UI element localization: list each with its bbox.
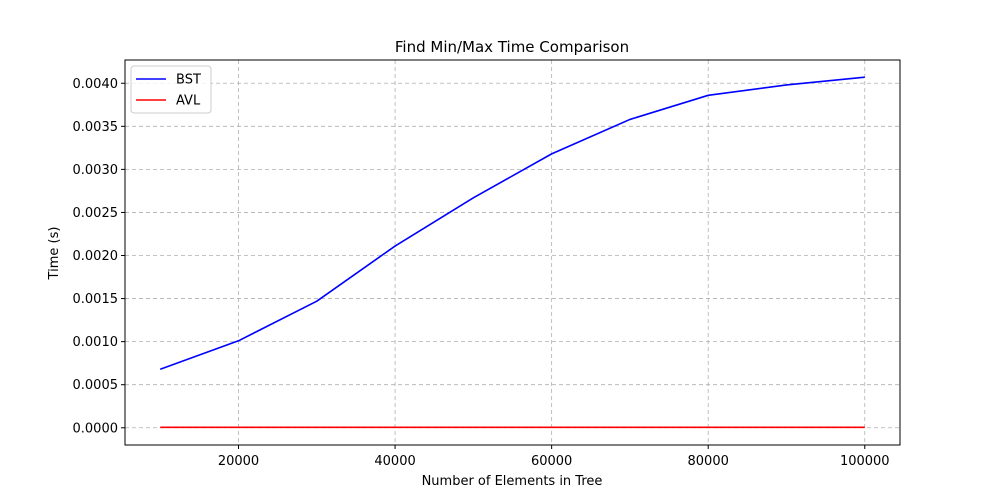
x-tick-label: 40000 xyxy=(374,454,415,469)
y-tick-label: 0.0000 xyxy=(73,421,119,436)
chart-title: Find Min/Max Time Comparison xyxy=(395,38,629,56)
x-axis-ticks: 20000 40000 60000 80000 100000 xyxy=(218,445,890,469)
y-tick-label: 0.0020 xyxy=(73,249,119,264)
y-tick-label: 0.0040 xyxy=(73,77,119,92)
y-tick-label: 0.0030 xyxy=(73,163,119,178)
series-line-bst xyxy=(159,76,865,370)
y-tick-label: 0.0025 xyxy=(73,206,119,221)
x-tick-label: 60000 xyxy=(531,454,572,469)
y-tick-label: 0.0035 xyxy=(73,120,119,135)
legend-label-bst: BST xyxy=(176,73,201,88)
grid xyxy=(125,60,900,445)
x-tick-label: 20000 xyxy=(218,454,259,469)
legend-box xyxy=(130,65,212,114)
y-axis-ticks: 0.0000 0.0005 0.0010 0.0015 0.0020 0.0025 0.00… xyxy=(73,77,125,436)
y-tick-label: 0.0010 xyxy=(73,335,119,350)
y-tick-label: 0.0005 xyxy=(73,378,119,393)
y-tick-label: 0.0015 xyxy=(73,292,119,307)
legend-label-avl: AVL xyxy=(176,94,201,109)
plot-frame xyxy=(124,59,901,446)
y-axis-label: Time (s) xyxy=(47,227,62,281)
series-layer xyxy=(159,76,865,429)
x-tick-label: 80000 xyxy=(688,454,729,469)
x-tick-label: 100000 xyxy=(840,454,890,469)
legend: BST AVL xyxy=(130,65,212,114)
x-axis-label: Number of Elements in Tree xyxy=(422,474,603,489)
